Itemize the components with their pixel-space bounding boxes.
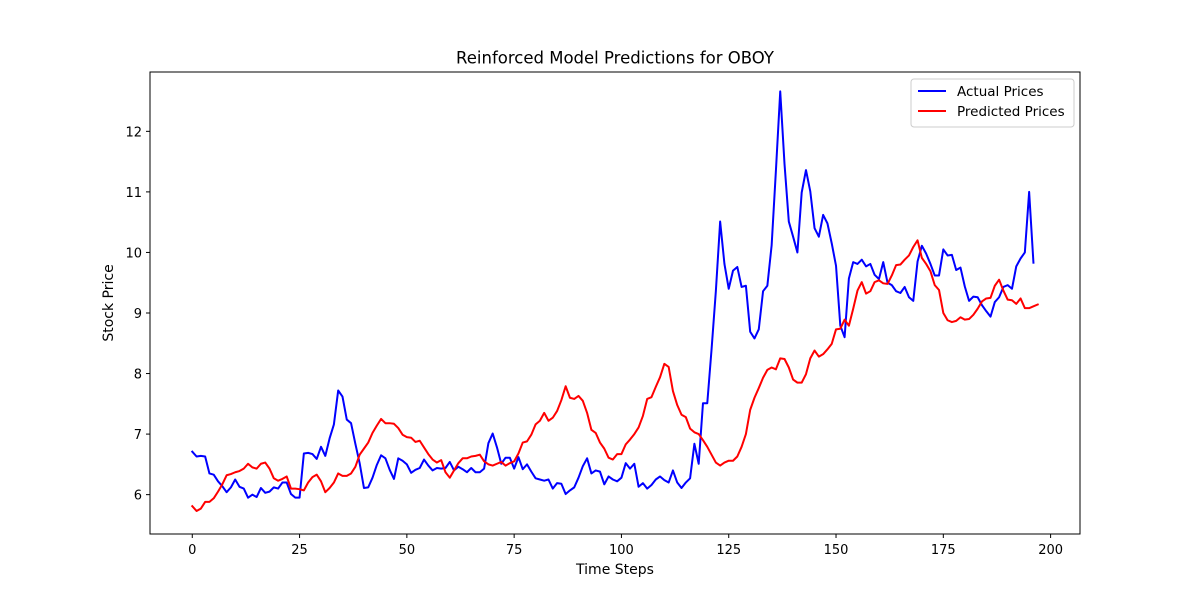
x-tick-label: 100 — [609, 543, 634, 558]
x-tick-label: 200 — [1038, 543, 1063, 558]
x-tick-label: 75 — [506, 543, 523, 558]
x-tick-label: 150 — [824, 543, 849, 558]
y-tick-label: 9 — [134, 307, 142, 322]
chart-title: Reinforced Model Predictions for OBOY — [456, 49, 775, 68]
x-tick-label: 50 — [399, 543, 416, 558]
legend-label-actual: Actual Prices — [957, 84, 1044, 100]
y-tick-label: 8 — [134, 368, 142, 383]
plot-frame — [149, 71, 1081, 535]
plot-area — [149, 71, 1081, 535]
y-axis-label: Stock Price — [101, 264, 117, 341]
y-tick-label: 7 — [134, 428, 142, 443]
x-tick-label: 125 — [716, 543, 741, 558]
y-tick-label: 12 — [125, 125, 142, 140]
y-axis: 6 7 8 9 10 11 12 — [125, 125, 150, 504]
legend-label-predicted: Predicted Prices — [957, 104, 1065, 120]
x-axis-label: Time Steps — [575, 562, 654, 578]
y-tick-label: 10 — [125, 246, 142, 261]
x-axis: 0 25 50 75 100 125 150 175 200 — [188, 534, 1063, 558]
legend-box — [910, 78, 1075, 128]
series-layer — [190, 90, 1040, 512]
x-tick-label: 175 — [931, 543, 956, 558]
x-tick-label: 25 — [291, 543, 308, 558]
y-tick-label: 6 — [134, 489, 142, 504]
series-line-actual — [190, 90, 1035, 499]
x-tick-label: 0 — [188, 543, 196, 558]
series-line-predicted — [190, 239, 1040, 512]
y-tick-label: 11 — [125, 186, 142, 201]
legend: Actual Prices Predicted Prices — [910, 78, 1075, 128]
